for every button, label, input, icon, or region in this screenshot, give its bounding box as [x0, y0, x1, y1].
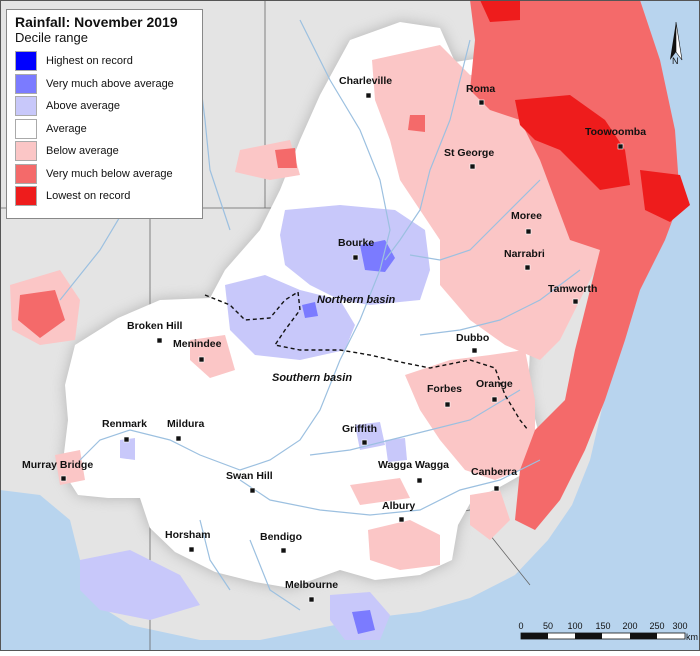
ocean: [300, 0, 700, 651]
legend-swatch-highest: [15, 51, 37, 72]
legend: Rainfall: November 2019 Decile range Hig…: [6, 9, 203, 219]
basin-label-northern: Northern basin: [317, 294, 396, 306]
legend-item-above: Above average: [15, 95, 194, 118]
northern-southern-basin-divide: [204, 290, 529, 431]
legend-label-average: Average: [46, 122, 87, 135]
legend-label-lowest: Lowest on record: [46, 190, 131, 203]
very-much-above-average-areas: [302, 240, 395, 634]
scale-tick-100: 100: [567, 621, 582, 631]
scale-tick-150: 150: [595, 621, 610, 631]
lowest-on-record-areas: [480, 0, 690, 222]
city-label-broken-hill: Broken Hill: [127, 320, 183, 332]
city-label-wagga-wagga: Wagga Wagga: [378, 459, 449, 471]
legend-swatch-above: [15, 96, 37, 117]
basin-label-southern: Southern basin: [272, 372, 352, 384]
legend-item-very-much-above: Very much above average: [15, 73, 194, 96]
legend-label-below: Below average: [46, 145, 119, 158]
city-label-bendigo: Bendigo: [260, 531, 302, 543]
city-label-orange: Orange: [476, 378, 513, 390]
city-label-canberra: Canberra: [471, 466, 517, 478]
city-label-toowoomba: Toowoomba: [585, 126, 646, 138]
city-label-st-george: St George: [444, 147, 494, 159]
scale-bar: 0 50 100 150 200 250 300 km: [518, 621, 698, 642]
scale-tick-200: 200: [622, 621, 637, 631]
city-label-moree: Moree: [511, 210, 542, 222]
city-label-bourke: Bourke: [338, 237, 374, 249]
scale-tick-0: 0: [518, 621, 523, 631]
north-arrow-label: N: [672, 56, 679, 66]
very-much-below-average-areas: [18, 0, 680, 530]
scale-tick-300: 300: [672, 621, 687, 631]
legend-swatch-lowest: [15, 186, 37, 207]
city-label-griffith: Griffith: [342, 423, 377, 435]
legend-item-below: Below average: [15, 140, 194, 163]
city-label-horsham: Horsham: [165, 529, 211, 541]
city-label-charleville: Charleville: [339, 75, 392, 87]
city-label-murray-bridge: Murray Bridge: [22, 459, 93, 471]
scale-tick-50: 50: [543, 621, 553, 631]
city-label-melbourne: Melbourne: [285, 579, 338, 591]
city-markers: [60, 92, 624, 603]
legend-item-highest: Highest on record: [15, 50, 194, 73]
city-label-renmark: Renmark: [102, 418, 147, 430]
legend-label-very-much-below: Very much below average: [46, 167, 173, 180]
legend-swatch-very-much-above: [15, 73, 37, 94]
legend-item-average: Average: [15, 118, 194, 141]
legend-title: Rainfall: November 2019: [15, 14, 178, 30]
city-label-forbes: Forbes: [427, 383, 462, 395]
city-label-swan-hill: Swan Hill: [226, 470, 273, 482]
city-label-menindee: Menindee: [173, 338, 222, 350]
legend-swatch-very-much-below: [15, 163, 37, 184]
legend-label-above: Above average: [46, 100, 120, 113]
city-label-mildura: Mildura: [167, 418, 204, 430]
city-label-roma: Roma: [466, 83, 495, 95]
scale-unit: km: [686, 632, 698, 642]
city-label-albury: Albury: [382, 500, 415, 512]
city-label-dubbo: Dubbo: [456, 332, 489, 344]
legend-subtitle: Decile range: [15, 30, 88, 45]
north-arrow: N: [670, 21, 683, 66]
above-average-areas: [80, 205, 430, 640]
ocean-south-west: [0, 490, 300, 651]
legend-item-lowest: Lowest on record: [15, 185, 194, 208]
legend-label-highest: Highest on record: [46, 55, 133, 68]
city-label-tamworth: Tamworth: [548, 283, 597, 295]
scale-tick-250: 250: [649, 621, 664, 631]
legend-item-very-much-below: Very much below average: [15, 163, 194, 186]
city-label-narrabri: Narrabri: [504, 248, 545, 260]
legend-swatch-below: [15, 141, 37, 162]
legend-label-very-much-above: Very much above average: [46, 77, 174, 90]
legend-swatch-average: [15, 118, 37, 139]
